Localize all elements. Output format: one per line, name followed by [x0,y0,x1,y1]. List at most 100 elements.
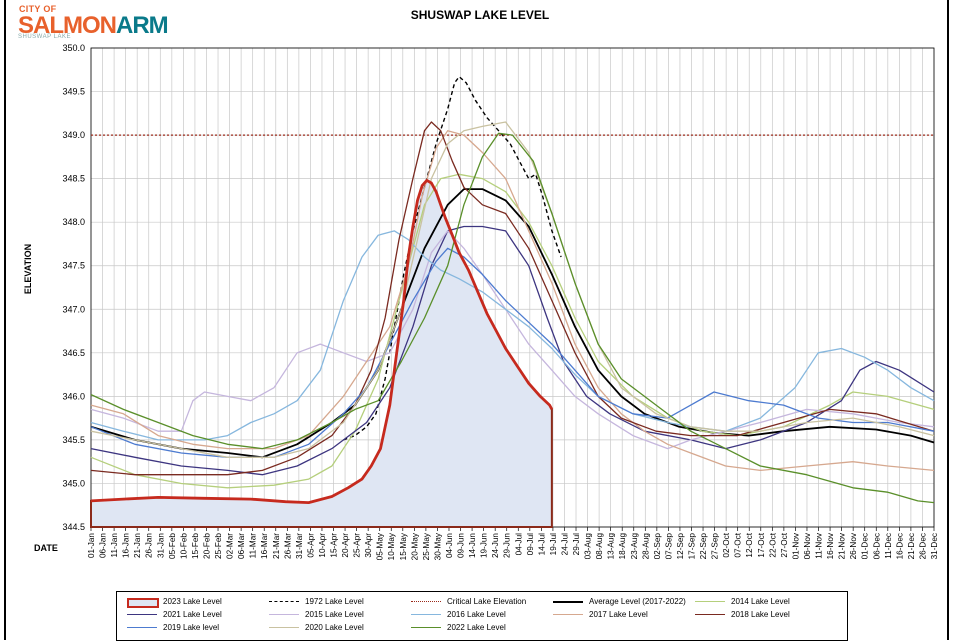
x-tick-label: 03-Aug [584,533,593,560]
legend-swatch [411,614,441,615]
x-tick-label: 06-Mar [237,533,246,559]
x-tick-label: 30-Apr [364,533,373,558]
x-tick-label: 19-Jul [549,533,558,555]
legend-label: Average Level (2017-2022) [589,597,686,606]
logo-tagline: SHUSWAP LAKE [18,34,72,40]
series-line-average-level-2017-2022 [90,188,935,459]
x-tick-label: 02-Mar [226,533,235,559]
legend-label: 2023 Lake Level [163,597,222,606]
x-tick-label: 31-Dec [930,533,939,559]
x-tick-label: 18-Aug [618,533,627,560]
y-tick-label: 347.5 [62,261,85,271]
x-tick-label: 16-Dec [895,533,904,559]
x-tick-label: 09-Jun [457,533,466,558]
x-tick-label: 22-Sep [699,533,708,560]
legend-swatch [553,601,583,603]
x-tick-label: 02-Oct [722,532,731,557]
y-tick-label: 345.0 [62,478,85,488]
series-line-2019-lake-level [90,247,935,458]
y-tick-label: 347.0 [62,304,85,314]
x-tick-label: 04-Jul [514,533,523,555]
x-tick-label: 01-Jan [87,533,96,558]
x-tick-label: 02-Sep [653,533,662,560]
x-tick-label: 28-Aug [641,533,650,560]
x-tick-label: 26-Dec [918,533,927,559]
logo-name-b: ARM [116,12,169,39]
legend-swatch [127,627,157,628]
city-logo: CITY OF SALMONARM SHUSWAP LAKE [18,4,169,40]
legend-swatch [269,601,299,602]
legend-swatch [127,598,159,608]
x-tick-label: 26-Mar [283,533,292,559]
y-tick-label: 349.5 [62,87,85,97]
x-tick-label: 20-Feb [202,533,211,559]
x-tick-label: 07-Oct [734,532,743,557]
x-tick-label: 15-Feb [191,533,200,559]
x-tick-label: 29-Jun [503,533,512,558]
x-tick-label: 10-Feb [179,533,188,559]
legend-swatch [127,614,157,615]
x-tick-label: 30-May [433,532,442,560]
x-tick-label: 21-Mar [272,533,281,559]
x-tick-label: 26-Jan [145,533,154,558]
x-axis-title: DATE [34,543,58,553]
legend-swatch [411,601,441,602]
x-tick-label: 31-Jan [156,533,165,558]
x-tick-label: 04-Jun [445,533,454,558]
legend-swatch [269,614,299,615]
x-tick-label: 16-Nov [826,532,835,559]
x-tick-label: 24-Jun [491,533,500,558]
series-line-2022-lake-level [90,132,935,504]
x-tick-label: 15-May [399,532,408,560]
x-tick-label: 10-Apr [318,533,327,558]
x-tick-label: 25-May [422,532,431,560]
x-tick-label: 11-Dec [884,533,893,559]
x-tick-label: 19-Jun [480,533,489,558]
y-tick-label: 348.0 [62,217,85,227]
x-tick-label: 11-Jan [110,533,119,558]
x-tick-label: 16-Jan [122,533,131,558]
x-tick-label: 23-Aug [630,533,639,560]
x-tick-label: 05-May [376,532,385,560]
x-tick-label: 10-May [387,532,396,560]
legend-swatch [695,614,725,615]
x-tick-label: 11-Mar [249,533,258,559]
x-tick-label: 25-Apr [353,533,362,558]
x-tick-label: 15-Apr [330,533,339,558]
x-tick-label: 06-Dec [872,533,881,559]
y-tick-label: 346.0 [62,391,85,401]
x-tick-label: 06-Jan [99,533,108,558]
series-line-2023-lake-level [90,179,554,504]
x-tick-label: 12-Sep [676,533,685,560]
x-tick-label: 09-Jul [526,533,535,555]
legend-label: 2016 Lake Level [447,610,506,619]
x-tick-label: 26-Nov [849,532,858,559]
x-tick-label: 27-Sep [711,533,720,560]
series-line-2015-lake-level [90,230,935,450]
y-tick-label: 350.0 [62,43,85,53]
x-tick-label: 14-Jun [468,533,477,558]
legend-label: 2018 Lake Level [731,610,790,619]
x-tick-label: 25-Feb [214,533,223,559]
x-tick-label: 11-Nov [815,532,824,559]
x-tick-label: 13-Aug [607,533,616,560]
page-border-left [4,0,6,640]
x-tick-label: 24-Jul [560,533,569,555]
series-line-2016-lake-level [90,230,935,441]
y-tick-label: 344.5 [62,522,85,532]
x-tick-label: 29-Jul [572,533,581,555]
series-line-1972-lake-level [343,76,562,441]
logo-name: SALMONARM [18,12,169,40]
x-tick-label: 05-Apr [306,533,315,558]
x-tick-label: 16-Mar [260,533,269,559]
chart-legend: 2023 Lake Level 1972 Lake Level Critical L… [116,591,848,641]
series-line-2017-lake-level [90,130,935,472]
x-tick-label: 12-Oct [745,532,754,557]
x-tick-label: 01-Dec [861,533,870,559]
y-tick-label: 345.5 [62,435,85,445]
x-tick-label: 20-May [410,532,419,560]
logo-name-a: SALMON [18,12,117,39]
x-tick-label: 01-Nov [791,532,800,559]
series-line-2020-lake-level [90,121,935,458]
